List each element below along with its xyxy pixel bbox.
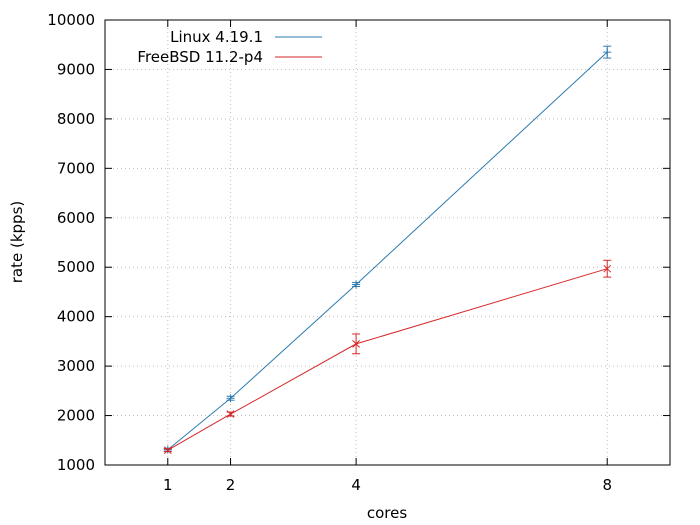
series-line bbox=[167, 51, 608, 451]
y-tick-label: 7000 bbox=[57, 159, 95, 177]
data-point bbox=[163, 446, 172, 455]
y-tick-label: 1000 bbox=[57, 456, 95, 474]
y-tick-label: 2000 bbox=[57, 407, 95, 425]
y-tick-label: 4000 bbox=[57, 308, 95, 326]
y-tick-label: 6000 bbox=[57, 209, 95, 227]
data-point bbox=[226, 410, 235, 418]
series bbox=[163, 45, 612, 455]
legend-item: FreeBSD 11.2-p4 bbox=[137, 48, 322, 66]
x-axis-label: cores bbox=[367, 504, 407, 522]
y-tick-label: 3000 bbox=[57, 357, 95, 375]
y-tick-label: 8000 bbox=[57, 110, 95, 128]
data-point bbox=[352, 340, 360, 348]
grid bbox=[105, 20, 670, 465]
legend-label: Linux 4.19.1 bbox=[170, 28, 263, 46]
series-1 bbox=[163, 259, 612, 455]
legend-item: Linux 4.19.1 bbox=[170, 28, 322, 46]
data-point bbox=[603, 264, 612, 273]
x-tick-label: 1 bbox=[163, 476, 173, 494]
y-axis-label: rate (kpps) bbox=[8, 201, 26, 284]
y-tick-label: 10000 bbox=[47, 11, 95, 29]
y-tick-label: 9000 bbox=[57, 60, 95, 78]
x-tick-label: 2 bbox=[226, 476, 236, 494]
data-point bbox=[352, 280, 361, 289]
plot-frame bbox=[104, 19, 671, 466]
series-line bbox=[167, 268, 608, 451]
legend-label: FreeBSD 11.2-p4 bbox=[137, 48, 263, 66]
data-point bbox=[603, 48, 612, 57]
x-tick-label: 8 bbox=[602, 476, 612, 494]
data-point bbox=[226, 394, 235, 403]
legend: Linux 4.19.1 FreeBSD 11.2-p4 bbox=[137, 28, 322, 66]
y-axis: 1000 2000 3000 4000 5000 6000 7000 8000 9000 1000… bbox=[47, 11, 670, 474]
x-axis: 1 2 4 8 bbox=[163, 20, 612, 494]
y-tick-label: 5000 bbox=[57, 258, 95, 276]
x-tick-label: 4 bbox=[351, 476, 361, 494]
